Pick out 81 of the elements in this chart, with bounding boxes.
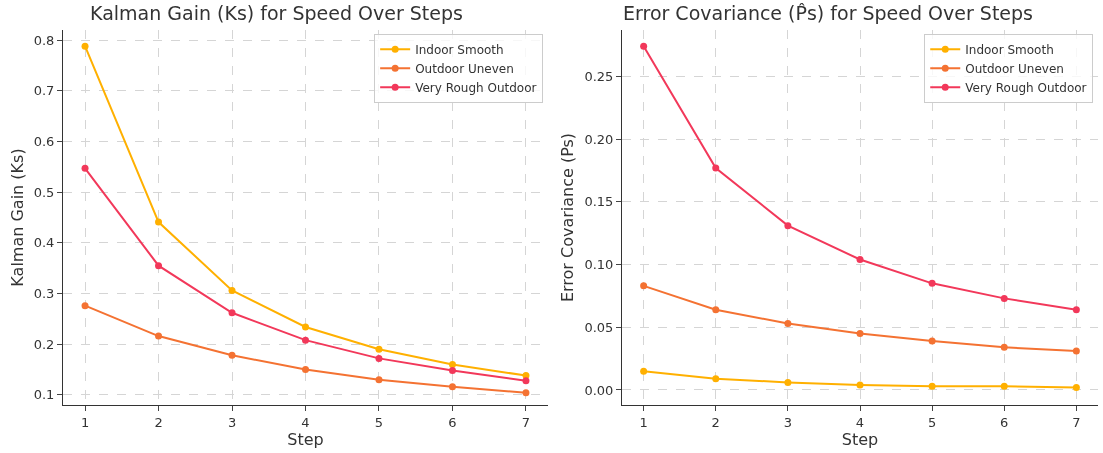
- y-tick-label: 0.10: [584, 257, 614, 273]
- x-tick-label: 1: [80, 414, 90, 430]
- point: [640, 367, 648, 375]
- point: [81, 302, 89, 310]
- y-axis-title: Error Covariance (Ps): [558, 132, 578, 303]
- point: [640, 282, 648, 290]
- legend-label: Very Rough Outdoor: [415, 80, 537, 95]
- y-tick-label: 0.2: [33, 336, 55, 352]
- point: [81, 42, 89, 50]
- y-axis-title: Kalman Gain (Ks): [7, 148, 27, 287]
- y-tick-label: 0.25: [584, 68, 614, 84]
- point: [228, 351, 236, 359]
- x-tick-label: 5: [374, 414, 384, 430]
- point: [302, 336, 309, 344]
- point: [856, 330, 864, 338]
- point: [448, 383, 456, 391]
- point: [228, 309, 236, 317]
- point: [81, 164, 89, 172]
- x-axis-title: Step: [841, 429, 879, 449]
- point: [784, 319, 792, 327]
- legend-label: Outdoor Uneven: [415, 61, 514, 76]
- x-axis-title: Step: [287, 429, 324, 449]
- y-tick-label: 0.6: [33, 134, 55, 150]
- point: [155, 218, 163, 226]
- point: [712, 164, 720, 172]
- point: [302, 323, 309, 331]
- point: [712, 306, 720, 314]
- y-tick-label: 0.7: [33, 83, 55, 99]
- point: [784, 222, 792, 230]
- point: [1000, 382, 1008, 390]
- y-tick-label: 0.00: [584, 382, 614, 398]
- point: [1072, 347, 1080, 355]
- y-tick-label: 0.05: [584, 319, 614, 335]
- point: [712, 375, 720, 383]
- point: [522, 377, 530, 385]
- point: [155, 262, 163, 270]
- x-tick-label: 6: [1000, 414, 1009, 430]
- x-tick-label: 2: [711, 414, 720, 430]
- x-tick-label: 5: [927, 414, 937, 430]
- x-tick-label: 1: [639, 414, 648, 430]
- y-tick-label: 0.8: [33, 32, 55, 48]
- point: [856, 381, 864, 389]
- point: [928, 382, 936, 390]
- x-tick-label: 7: [521, 414, 531, 430]
- legend-label: Very Rough Outdoor: [965, 80, 1087, 95]
- point: [302, 366, 309, 374]
- point: [928, 337, 936, 345]
- point: [155, 332, 163, 340]
- x-tick-label: 7: [1072, 414, 1081, 430]
- y-tick-label: 0.4: [33, 235, 55, 251]
- point: [448, 360, 456, 368]
- chart-title: Error Covariance (P̂s) for Speed Over Steps: [623, 2, 1033, 25]
- point: [375, 345, 383, 353]
- x-tick-label: 6: [448, 414, 457, 430]
- y-tick-label: 0.5: [33, 184, 55, 200]
- y-tick-label: 0.15: [584, 194, 614, 210]
- chart-title: Kalman Gain (Ks) for Speed Over Steps: [90, 2, 463, 25]
- point: [375, 354, 383, 362]
- point: [1000, 294, 1008, 302]
- legend-label: Indoor Smooth: [965, 42, 1054, 57]
- point: [640, 42, 648, 50]
- y-tick-label: 0.1: [33, 387, 55, 403]
- point: [522, 389, 530, 397]
- legend-label: Outdoor Uneven: [965, 61, 1064, 76]
- point: [1072, 383, 1080, 391]
- x-tick-label: 4: [855, 414, 865, 430]
- point: [1072, 306, 1080, 314]
- point: [448, 367, 456, 375]
- point: [228, 286, 236, 294]
- y-tick-label: 0.3: [33, 286, 55, 302]
- legend-label: Indoor Smooth: [415, 42, 504, 57]
- point: [928, 279, 936, 287]
- point: [1000, 343, 1008, 351]
- y-tick-label: 0.20: [584, 131, 614, 147]
- x-tick-label: 4: [301, 414, 310, 430]
- x-tick-label: 3: [227, 414, 237, 430]
- x-tick-label: 2: [154, 414, 163, 430]
- point: [856, 256, 864, 264]
- point: [375, 376, 383, 384]
- x-tick-label: 3: [783, 414, 793, 430]
- point: [784, 378, 792, 386]
